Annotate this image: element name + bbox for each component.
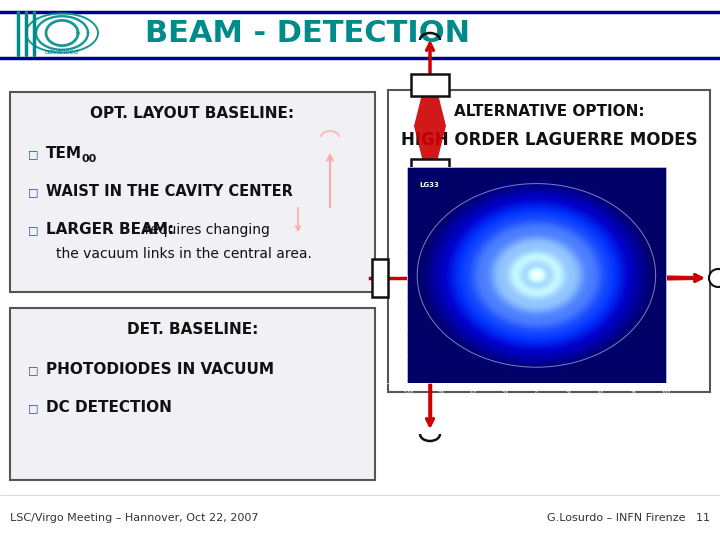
Text: BEAM - DETECTION: BEAM - DETECTION: [145, 18, 470, 48]
Text: G.Losurdo – INFN Firenze   11: G.Losurdo – INFN Firenze 11: [547, 513, 710, 523]
Text: the vacuum links in the central area.: the vacuum links in the central area.: [56, 247, 312, 261]
Bar: [372, 259, 388, 297]
Text: OPT. LAYOUT BASELINE:: OPT. LAYOUT BASELINE:: [91, 106, 294, 122]
Polygon shape: [448, 266, 700, 290]
Text: requires changing: requires changing: [136, 223, 270, 237]
Text: LSC/Virgo Meeting – Hannover, Oct 22, 2007: LSC/Virgo Meeting – Hannover, Oct 22, 20…: [10, 513, 258, 523]
Polygon shape: [420, 338, 440, 358]
Text: □: □: [28, 225, 38, 235]
Polygon shape: [414, 74, 446, 178]
Text: □: □: [28, 403, 38, 413]
Bar: [642, 259, 658, 297]
Text: TEM: TEM: [46, 146, 82, 161]
Text: 00: 00: [81, 154, 96, 164]
Bar: [532, 259, 548, 297]
Text: DET. BASELINE:: DET. BASELINE:: [127, 322, 258, 338]
Text: LG33: LG33: [420, 182, 440, 188]
Text: □: □: [28, 365, 38, 375]
Circle shape: [709, 269, 720, 287]
Text: LARGER BEAM:: LARGER BEAM:: [46, 222, 174, 238]
Bar: [305, 238, 325, 258]
Bar: [411, 159, 449, 181]
Text: PHOTODIODES IN VACUUM: PHOTODIODES IN VACUUM: [46, 362, 274, 377]
Bar: [414, 313, 446, 331]
Bar: [411, 74, 449, 96]
Text: HIGH ORDER LAGUERRE MODES: HIGH ORDER LAGUERRE MODES: [401, 131, 697, 149]
Bar: [10, 308, 375, 480]
Y-axis label: r [mm]: r [mm]: [379, 266, 384, 285]
Text: WAIST IN THE CAVITY CENTER: WAIST IN THE CAVITY CENTER: [46, 185, 293, 199]
Bar: [10, 92, 375, 292]
Text: advanced: advanced: [45, 49, 79, 55]
Text: □: □: [28, 187, 38, 197]
Polygon shape: [412, 260, 448, 296]
Text: ALTERNATIVE OPTION:: ALTERNATIVE OPTION:: [454, 105, 644, 119]
Bar: [388, 90, 710, 392]
Text: DC DETECTION: DC DETECTION: [46, 401, 172, 415]
Text: □: □: [28, 149, 38, 159]
X-axis label: x [mm]: x [mm]: [526, 397, 546, 402]
